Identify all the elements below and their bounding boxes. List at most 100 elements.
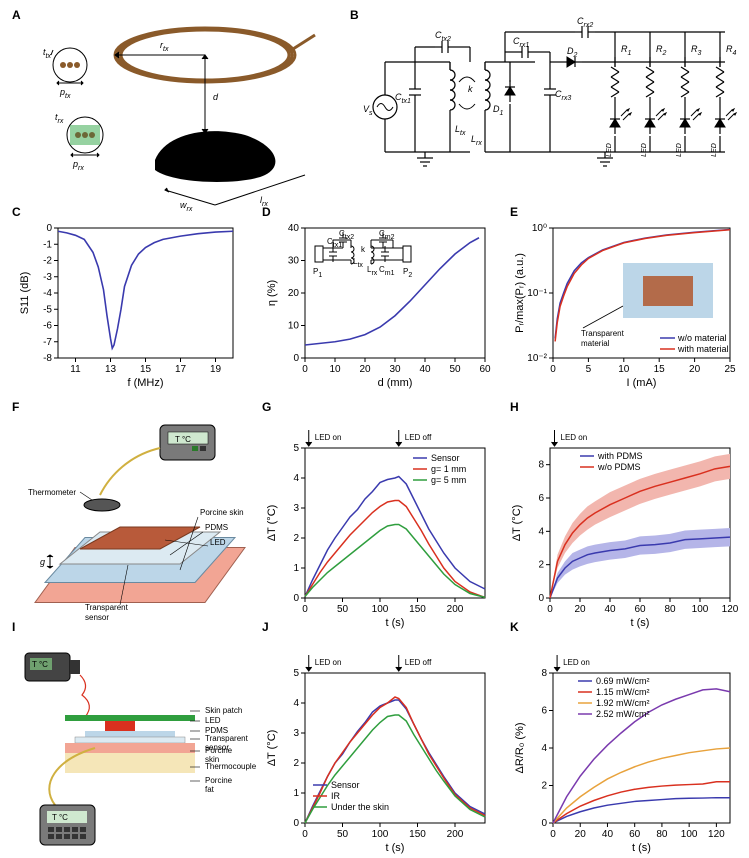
- svg-text:trx: trx: [55, 112, 64, 125]
- svg-text:g= 1 mm: g= 1 mm: [431, 464, 466, 474]
- svg-text:-3: -3: [43, 272, 52, 283]
- svg-text:w/o PDMS: w/o PDMS: [597, 462, 641, 472]
- svg-text:2: 2: [293, 533, 299, 544]
- svg-text:material: material: [581, 339, 610, 348]
- svg-text:0: 0: [538, 593, 544, 604]
- svg-text:0: 0: [547, 604, 553, 615]
- svg-text:1: 1: [293, 563, 299, 574]
- svg-text:6: 6: [538, 493, 544, 504]
- panel-label-G: G: [262, 400, 271, 414]
- svg-text:100: 100: [372, 604, 389, 615]
- svg-text:1: 1: [293, 788, 299, 799]
- svg-text:wrx: wrx: [180, 200, 193, 213]
- svg-text:R2: R2: [656, 44, 667, 57]
- svg-text:10: 10: [329, 364, 341, 375]
- svg-text:R1: R1: [621, 44, 632, 57]
- svg-text:Crx1: Crx1: [513, 36, 529, 49]
- svg-text:Sensor: Sensor: [431, 453, 460, 463]
- svg-text:R3: R3: [691, 44, 702, 57]
- svg-text:Under the skin: Under the skin: [331, 802, 389, 812]
- panel-label-E: E: [510, 205, 518, 219]
- svg-text:g: g: [40, 557, 45, 567]
- svg-text:-8: -8: [43, 353, 52, 364]
- svg-text:k: k: [468, 84, 473, 94]
- svg-text:15: 15: [654, 364, 666, 375]
- svg-text:LED off: LED off: [405, 658, 432, 667]
- panel-K-chart: 02040608010012002468t (s)ΔR/R₀ (%)LED on…: [505, 645, 740, 850]
- svg-text:Crx3: Crx3: [555, 89, 571, 102]
- svg-text:Skin patch: Skin patch: [205, 706, 242, 715]
- svg-text:11: 11: [70, 364, 81, 375]
- svg-text:5: 5: [586, 364, 592, 375]
- svg-text:LED on: LED on: [315, 433, 342, 442]
- panel-I-schematic: T °CT °CSkin patchLEDPDMSTransparentsens…: [10, 645, 245, 855]
- svg-text:-2: -2: [43, 256, 52, 267]
- panel-A-schematic: rtxttxptxdtrxprxwrxlrx: [15, 15, 335, 200]
- panel-C-chart: 1113151719-8-7-6-5-4-3-2-10f (MHz)S11 (d…: [10, 220, 245, 395]
- svg-text:0: 0: [302, 364, 308, 375]
- svg-text:8: 8: [538, 460, 544, 471]
- svg-text:LED on: LED on: [561, 433, 588, 442]
- svg-text:rtx: rtx: [160, 40, 169, 53]
- panel-H-chart: 02040608010012002468t (s)ΔT (°C)LED onwi…: [505, 420, 740, 625]
- svg-text:-6: -6: [43, 321, 52, 332]
- svg-text:100: 100: [372, 829, 389, 840]
- svg-text:3: 3: [293, 503, 299, 514]
- svg-text:sensor: sensor: [85, 613, 109, 622]
- svg-text:Ctx2: Ctx2: [435, 30, 451, 43]
- panel-G-chart: 050100150200012345t (s)ΔT (°C)LED onLED …: [260, 420, 495, 625]
- svg-text:0: 0: [293, 593, 299, 604]
- svg-text:Vs: Vs: [363, 104, 373, 117]
- svg-text:Crx2: Crx2: [577, 16, 593, 29]
- svg-text:60: 60: [479, 364, 491, 375]
- svg-text:60: 60: [634, 604, 646, 615]
- svg-text:100: 100: [692, 604, 709, 615]
- svg-text:PDMS: PDMS: [205, 523, 228, 532]
- svg-text:20: 20: [288, 288, 300, 299]
- svg-text:d: d: [213, 92, 219, 102]
- svg-text:2.52 mW/cm²: 2.52 mW/cm²: [596, 709, 650, 719]
- svg-text:20: 20: [359, 364, 371, 375]
- svg-text:0: 0: [46, 223, 52, 234]
- svg-text:200: 200: [447, 829, 464, 840]
- svg-text:100: 100: [681, 829, 698, 840]
- svg-text:10⁻¹: 10⁻¹: [527, 288, 547, 299]
- svg-text:Sensor: Sensor: [331, 780, 360, 790]
- svg-text:T °C: T °C: [175, 435, 191, 444]
- svg-text:Porcine skin: Porcine skin: [200, 508, 244, 517]
- svg-text:-5: -5: [43, 304, 52, 315]
- svg-text:1.92 mW/cm²: 1.92 mW/cm²: [596, 698, 650, 708]
- svg-text:w/o material: w/o material: [677, 333, 727, 343]
- svg-text:Thermometer: Thermometer: [28, 488, 76, 497]
- svg-text:30: 30: [288, 256, 300, 267]
- svg-text:0: 0: [541, 818, 547, 829]
- svg-text:150: 150: [409, 829, 426, 840]
- svg-text:t (s): t (s): [632, 842, 651, 854]
- svg-text:LED: LED: [641, 143, 648, 157]
- svg-text:0: 0: [302, 604, 308, 615]
- svg-text:4: 4: [538, 526, 544, 537]
- svg-text:Ltx: Ltx: [455, 124, 466, 137]
- svg-text:40: 40: [419, 364, 431, 375]
- svg-text:2: 2: [541, 781, 547, 792]
- svg-text:10⁰: 10⁰: [532, 223, 547, 234]
- svg-text:0: 0: [293, 353, 299, 364]
- svg-text:Transparent: Transparent: [205, 734, 249, 743]
- svg-text:t (s): t (s): [631, 617, 650, 629]
- svg-text:50: 50: [449, 364, 461, 375]
- svg-text:0: 0: [293, 818, 299, 829]
- panel-D-chart: 0102030405060010203040d (mm)η (%)P1Ctx1C…: [260, 220, 495, 395]
- svg-text:lrx: lrx: [260, 195, 268, 208]
- svg-text:D2: D2: [567, 46, 578, 59]
- panel-label-H: H: [510, 400, 519, 414]
- svg-text:LED off: LED off: [405, 433, 432, 442]
- svg-text:ptx: ptx: [59, 87, 71, 100]
- svg-text:1.15 mW/cm²: 1.15 mW/cm²: [596, 687, 650, 697]
- svg-text:6: 6: [541, 706, 547, 717]
- svg-text:5: 5: [293, 443, 299, 454]
- svg-text:25: 25: [724, 364, 736, 375]
- svg-text:Ctx1: Ctx1: [395, 92, 411, 105]
- svg-text:η (%): η (%): [266, 280, 278, 306]
- svg-text:3: 3: [293, 728, 299, 739]
- svg-text:0: 0: [302, 829, 308, 840]
